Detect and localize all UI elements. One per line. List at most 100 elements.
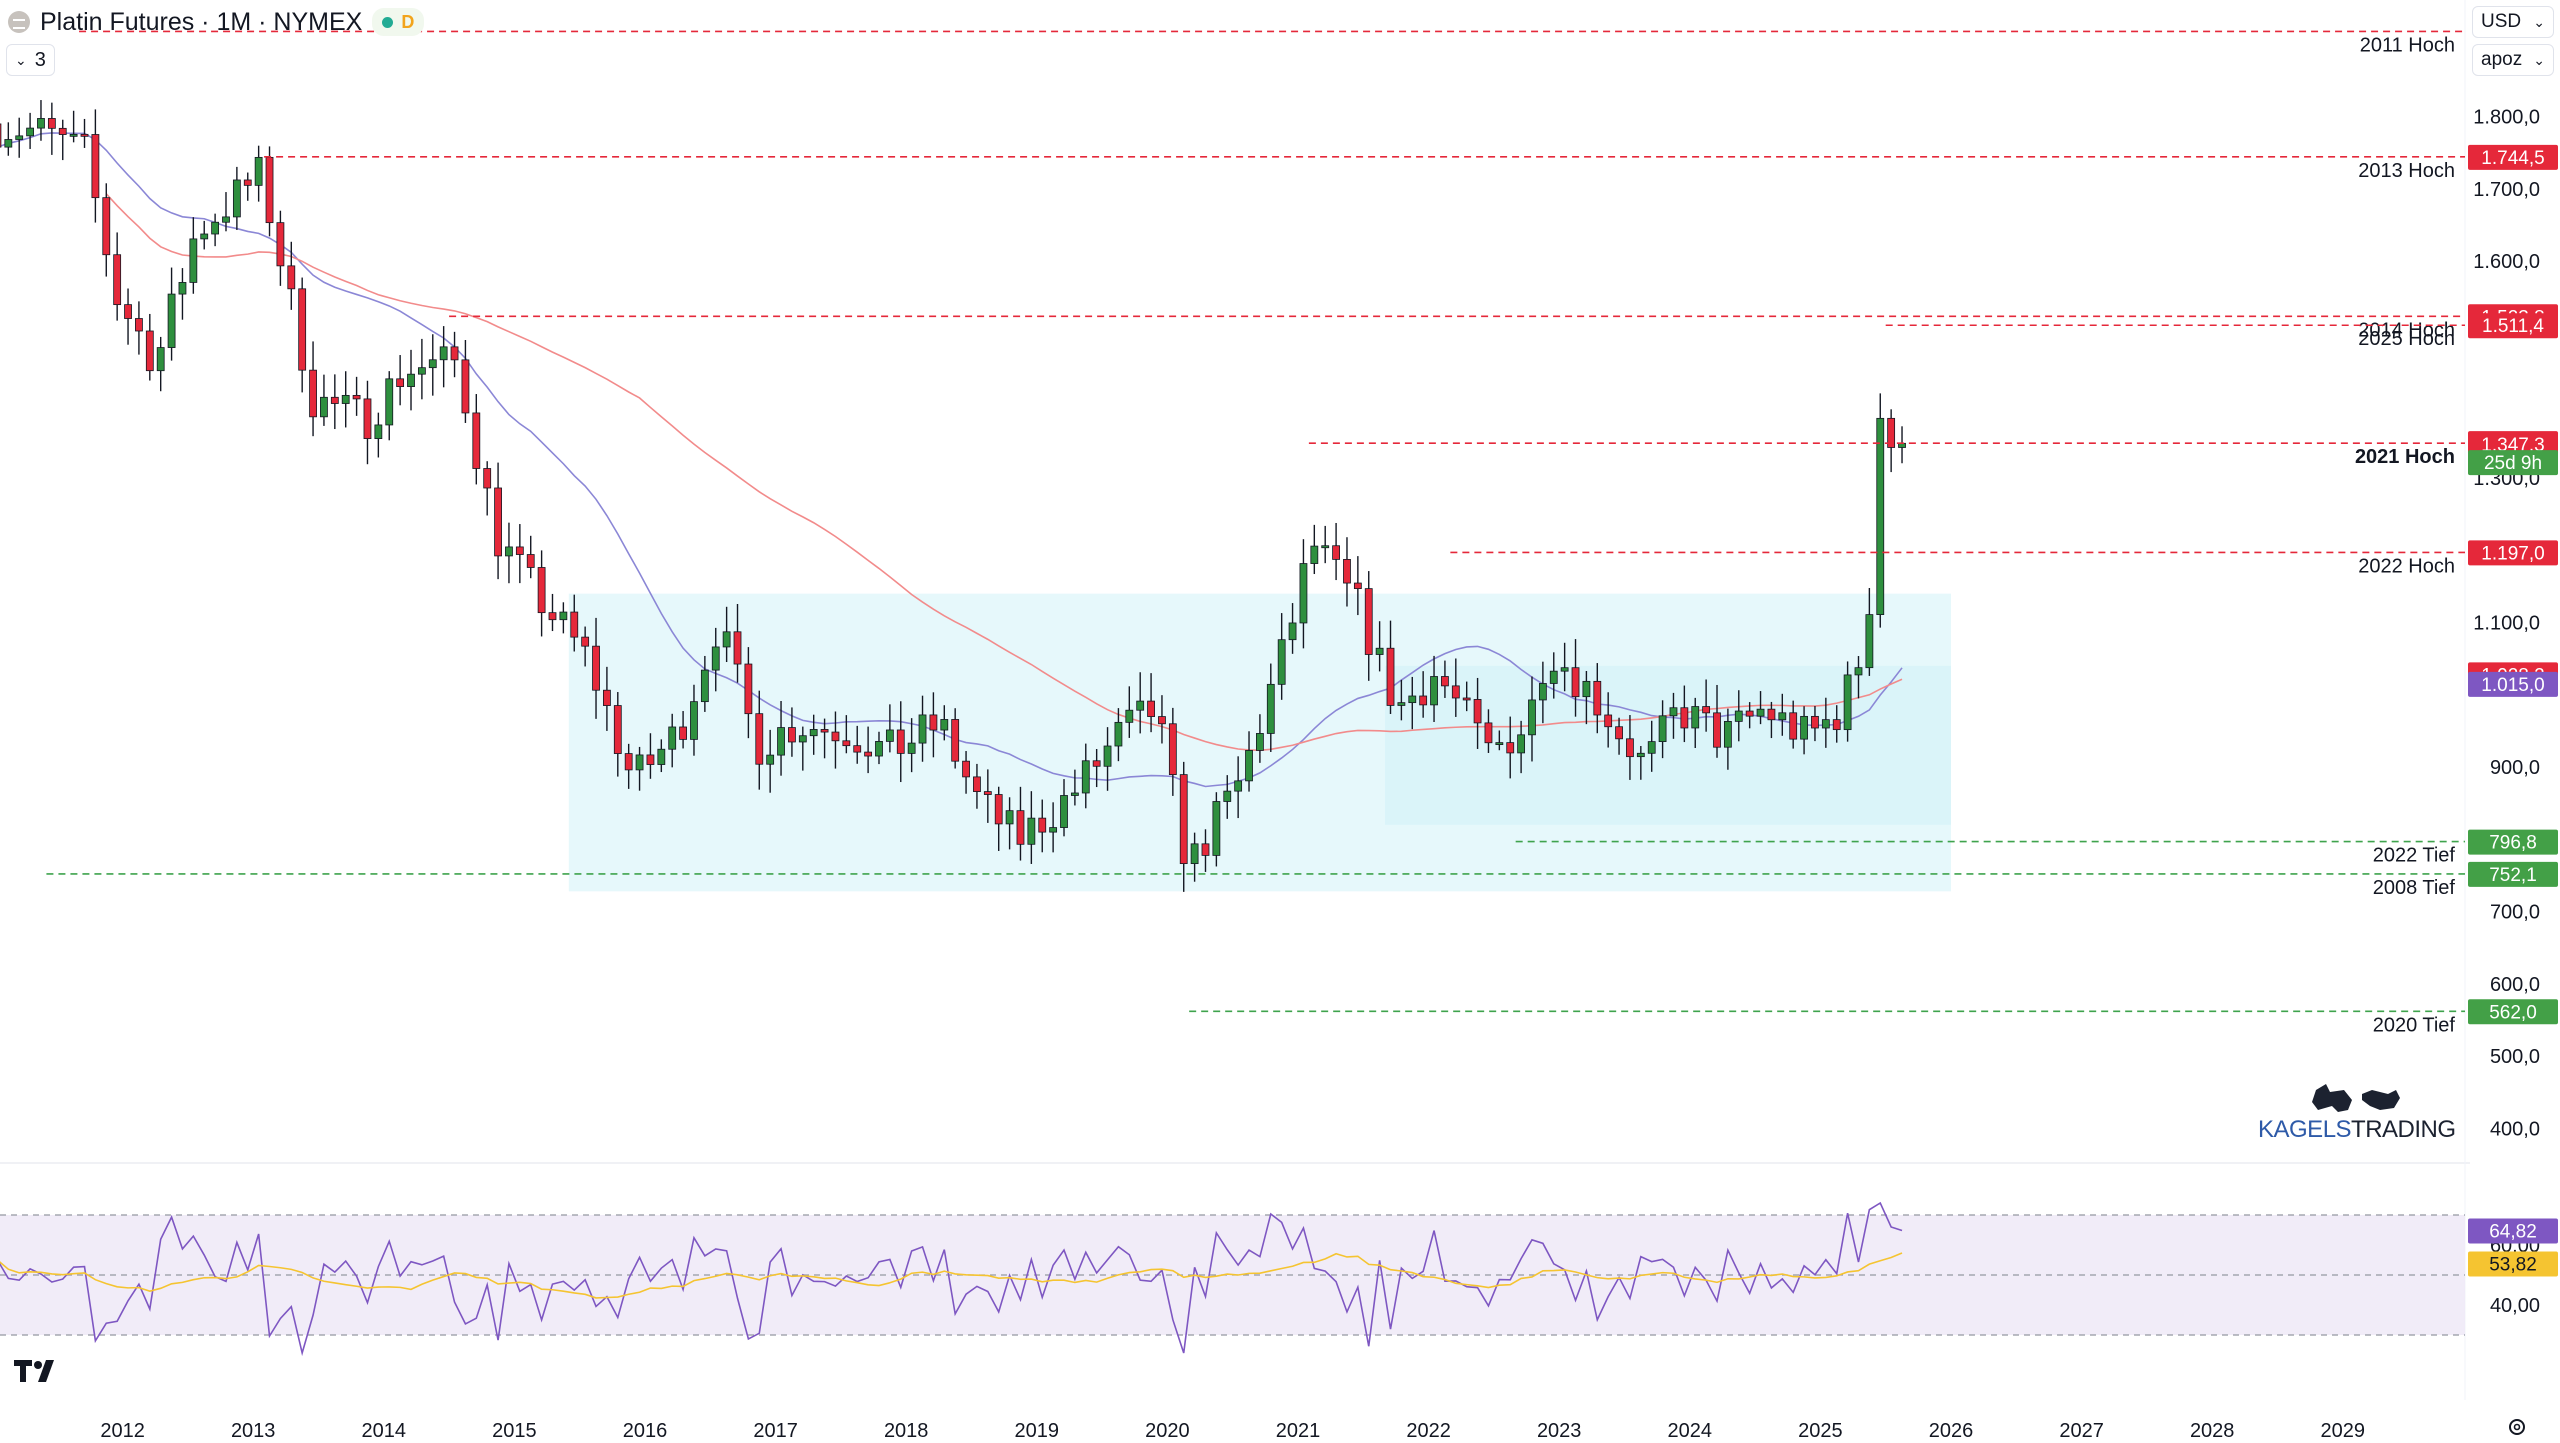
- candle-body: [1081, 760, 1090, 794]
- candle-body: [820, 729, 829, 733]
- platinum-symbol-icon: [8, 11, 30, 33]
- price-tick-label: 700,0: [2490, 902, 2540, 924]
- year-tick-label: 2025: [1798, 1420, 1843, 1440]
- tradingview-logo[interactable]: [12, 1358, 64, 1389]
- candle-body: [1713, 712, 1721, 748]
- candle-body: [200, 233, 209, 240]
- price-tick-label: 1.100,0: [2473, 613, 2540, 635]
- gear-icon[interactable]: [2506, 1416, 2528, 1443]
- candle-body: [1125, 709, 1134, 723]
- price-tick-label: 1.700,0: [2473, 179, 2540, 201]
- candle-body: [439, 346, 448, 361]
- candle-body: [1484, 722, 1493, 744]
- candle-body: [363, 398, 372, 440]
- candle-body: [1647, 741, 1656, 754]
- candle-body: [4, 139, 13, 148]
- candle-body: [352, 394, 361, 400]
- candle-body: [766, 754, 775, 765]
- candle-body: [831, 731, 840, 742]
- rsi-badge-label: 53,82: [2489, 1255, 2537, 1276]
- candle-body: [711, 646, 720, 671]
- price-badge-label: 1.015,0: [2481, 675, 2544, 696]
- candle-body: [526, 554, 535, 568]
- price-tick-label: 400,0: [2490, 1118, 2540, 1140]
- candle-body: [744, 663, 753, 715]
- price-tick-label: 500,0: [2490, 1046, 2540, 1068]
- candle-body: [1114, 721, 1123, 747]
- market-status[interactable]: D: [372, 8, 425, 36]
- scale-mode-value: apoz: [2481, 49, 2523, 70]
- level-label: 2013 Hoch: [2358, 160, 2455, 182]
- candle-body: [483, 468, 492, 489]
- grid: [0, 0, 2470, 1400]
- price-badge-label: 1.197,0: [2481, 543, 2544, 564]
- candle-body: [178, 282, 187, 295]
- candle-body: [875, 741, 883, 757]
- candle-body: [962, 760, 970, 778]
- ma-slow-line: [105, 193, 1903, 752]
- candle-body: [1027, 817, 1036, 845]
- candle-body: [798, 735, 807, 743]
- candle-body: [211, 221, 220, 235]
- candle-body: [1462, 697, 1471, 701]
- watermark-part-1: KAGELS: [2258, 1116, 2351, 1142]
- candle-body: [374, 424, 383, 440]
- year-tick-label: 2029: [2321, 1420, 2366, 1440]
- year-tick-label: 2019: [1015, 1420, 1060, 1440]
- year-tick-label: 2020: [1145, 1420, 1190, 1440]
- price-badge: [2468, 671, 2558, 697]
- candle-body: [1604, 714, 1613, 728]
- candle-body: [1832, 719, 1841, 731]
- candle-body: [1887, 417, 1896, 448]
- candle-body: [1636, 752, 1645, 758]
- candle-body: [842, 740, 851, 747]
- year-tick-label: 2026: [1929, 1420, 1974, 1440]
- price-axis[interactable]: 1.800,01.700,01.600,01.300,01.100,0900,0…: [2468, 107, 2558, 1141]
- candle-body: [472, 412, 481, 469]
- candle-body: [1473, 699, 1482, 724]
- price-tick-label: 1.800,0: [2473, 107, 2540, 129]
- time-axis[interactable]: 2012 2013 2014 2015 2016 2017 2018 2019 2020 2021…: [100, 1420, 2365, 1440]
- candle-body: [940, 719, 949, 731]
- candle-body: [330, 396, 339, 404]
- candle-body: [1364, 588, 1373, 655]
- candle-body: [1408, 695, 1417, 704]
- candle-body: [1723, 720, 1732, 748]
- candle-body: [1266, 683, 1275, 734]
- candle-body: [755, 713, 764, 765]
- candle-body: [80, 133, 89, 137]
- currency-select[interactable]: USD ⌄: [2472, 6, 2554, 38]
- candle-body: [581, 636, 590, 647]
- scale-mode-select[interactable]: apoz ⌄: [2472, 44, 2554, 76]
- year-tick-label: 2022: [1406, 1420, 1451, 1440]
- rsi-line: [0, 1201, 1903, 1357]
- bull-bear-icon: KAGELSTRADING: [2258, 1084, 2456, 1143]
- candle-body: [733, 631, 742, 665]
- moving-averages: [0, 132, 1903, 788]
- candle-body: [809, 729, 818, 737]
- chevron-down-icon: ⌄: [2533, 13, 2545, 30]
- candle-body: [1843, 674, 1852, 731]
- candle-body: [994, 794, 1003, 825]
- svg-text:KAGELSTRADING: KAGELSTRADING: [2258, 1116, 2456, 1142]
- candle-body: [1538, 683, 1547, 701]
- candle-body: [450, 346, 459, 361]
- candle-body: [1517, 734, 1526, 754]
- range-zone[interactable]: [1385, 665, 1951, 825]
- candle-body: [679, 726, 687, 740]
- candle-body: [1005, 810, 1014, 825]
- candle-body: [1778, 712, 1787, 721]
- candle-body: [1256, 733, 1264, 751]
- candle-body: [1212, 801, 1221, 856]
- candle-body: [287, 265, 296, 290]
- candle-body: [1419, 695, 1428, 706]
- price-tick-label: 900,0: [2490, 757, 2540, 779]
- symbol-title[interactable]: Platin Futures · 1M · NYMEX: [40, 7, 363, 36]
- rsi-badge: [2468, 1218, 2558, 1244]
- status-badge: D: [401, 11, 415, 32]
- indicator-collapse-button[interactable]: ⌄ 3: [6, 44, 55, 76]
- candle-body: [1582, 680, 1591, 698]
- year-tick-label: 2017: [753, 1420, 798, 1440]
